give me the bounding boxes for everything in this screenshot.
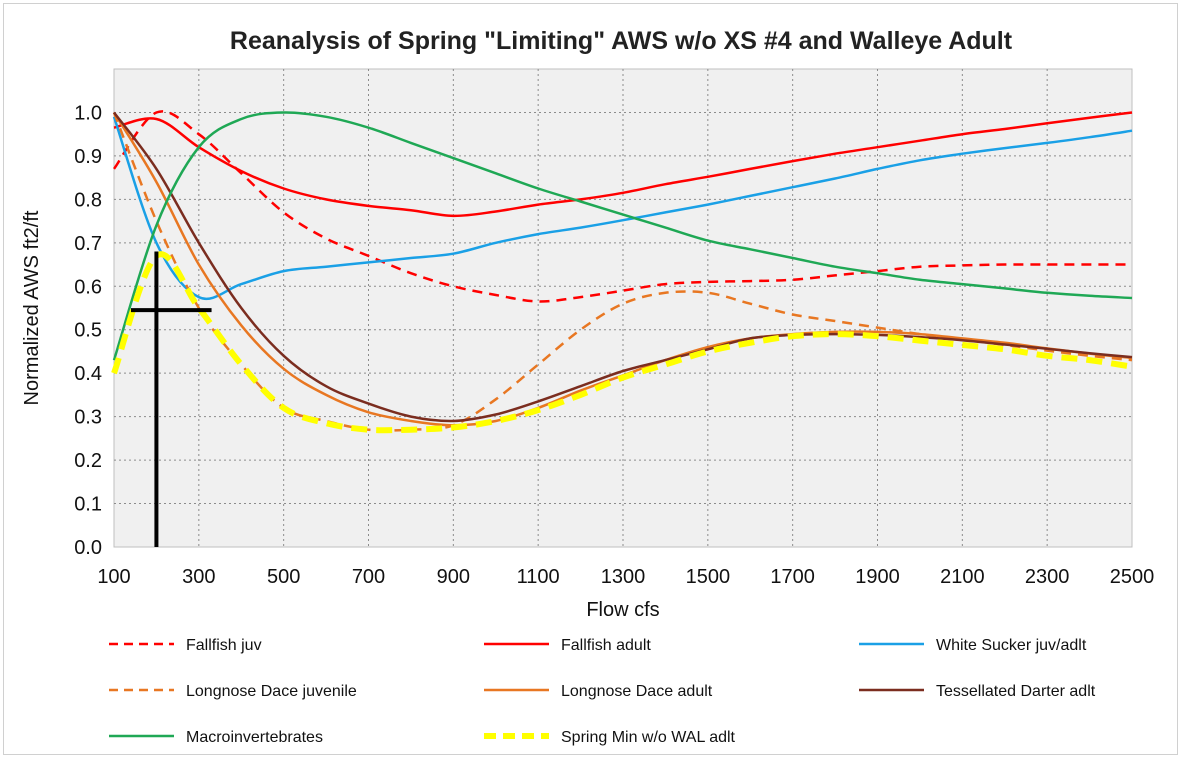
chart-svg: Reanalysis of Spring "Limiting" AWS w/o …: [21, 27, 1154, 746]
series-line-fallfish-adult: [113, 111, 1133, 218]
x-tick-label: 1500: [686, 566, 731, 588]
tick-labels: 0.0 0.1 0.2 0.3 0.4 0.5 0.6 0.7 0.8 0.9 1.0 100 300 5…: [74, 102, 1154, 588]
x-axis-label: Flow cfs: [586, 599, 659, 621]
y-tick-label: 0.7: [74, 233, 102, 255]
y-tick-label: 0.8: [74, 189, 102, 211]
x-tick-label: 1900: [855, 566, 900, 588]
y-tick-label: 0.9: [74, 146, 102, 168]
y-tick-label: 0.5: [74, 320, 102, 342]
chart-title: Reanalysis of Spring "Limiting" AWS w/o …: [230, 27, 1013, 55]
x-tick-label: 500: [267, 566, 300, 588]
x-tick-label: 1700: [770, 566, 815, 588]
y-tick-label: 1.0: [74, 102, 102, 124]
y-tick-label: 0.6: [74, 276, 102, 298]
legend-label-fallfish-adult: Fallfish adult: [561, 637, 651, 654]
x-tick-label: 2500: [1110, 566, 1155, 588]
series-line-longnose-dace-adult: [112, 111, 1133, 427]
legend-label-macroinvertebrates: Macroinvertebrates: [186, 729, 323, 746]
x-tick-label: 300: [182, 566, 215, 588]
legend-label-tessellated-darter-adlt: Tessellated Darter adlt: [936, 683, 1096, 700]
y-tick-label: 0.0: [74, 537, 102, 559]
chart-frame: Reanalysis of Spring "Limiting" AWS w/o …: [3, 3, 1178, 755]
series-line-tessellated-darter-adlt: [113, 111, 1133, 423]
x-tick-label: 2300: [1025, 566, 1070, 588]
series-line-macroinvertebrates: [112, 111, 1133, 361]
y-axis-label: Normalized AWS ft2/ft: [21, 210, 43, 405]
y-tick-label: 0.1: [74, 494, 102, 516]
x-tick-label: 1100: [517, 566, 560, 588]
legend: Fallfish juv Fallfish adult White Sucker j…: [109, 637, 1096, 746]
x-tick-label: 900: [437, 566, 470, 588]
legend-label-fallfish-juv: Fallfish juv: [186, 637, 262, 654]
legend-label-longnose-dace-juvenile: Longnose Dace juvenile: [186, 683, 357, 700]
series-line-spring-min-w-o-wal-adlt: [111, 251, 1133, 434]
y-tick-label: 0.4: [74, 363, 102, 385]
legend-label-spring-min-w-o-wal-adlt: Spring Min w/o WAL adlt: [561, 729, 736, 746]
x-tick-label: 1300: [601, 566, 646, 588]
x-tick-label: 700: [352, 566, 385, 588]
series-line-white-sucker-juv-adlt: [112, 116, 1133, 300]
x-tick-label: 100: [97, 566, 130, 588]
plot-area: [113, 68, 1133, 548]
y-tick-label: 0.3: [74, 407, 102, 429]
legend-label-white-sucker-juv-adlt: White Sucker juv/adlt: [936, 637, 1087, 654]
x-tick-label: 2100: [940, 566, 985, 588]
annotations: [130, 251, 212, 547]
series-lines: [111, 110, 1133, 434]
legend-label-longnose-dace-adult: Longnose Dace adult: [561, 683, 713, 700]
y-tick-label: 0.2: [74, 450, 102, 472]
